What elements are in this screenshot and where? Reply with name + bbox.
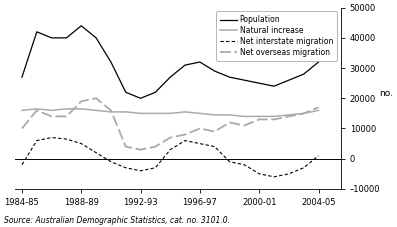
Net interstate migration (123, 166, 128, 169)
Net overseas migration (301, 112, 306, 115)
Population (242, 79, 247, 81)
Population (138, 97, 143, 100)
Net interstate migration (287, 173, 291, 175)
Population (64, 37, 69, 39)
Net overseas migration (227, 121, 232, 124)
Population (272, 85, 276, 88)
Natural increase (316, 109, 321, 112)
Net interstate migration (19, 163, 24, 166)
Net interstate migration (301, 166, 306, 169)
Population (183, 64, 187, 67)
Population (316, 61, 321, 63)
Natural increase (168, 112, 173, 115)
Population (79, 25, 84, 27)
Net interstate migration (94, 151, 98, 154)
Net overseas migration (79, 100, 84, 103)
Population (198, 61, 202, 63)
Text: Source: Australian Demographic Statistics, cat. no. 3101.0.: Source: Australian Demographic Statistic… (4, 216, 230, 225)
Population (19, 76, 24, 79)
Net interstate migration (198, 142, 202, 145)
Population (257, 82, 262, 84)
Natural increase (242, 115, 247, 118)
Net overseas migration (242, 124, 247, 127)
Population (108, 61, 113, 63)
Net overseas migration (198, 127, 202, 130)
Line: Net overseas migration: Net overseas migration (22, 98, 318, 150)
Net interstate migration (64, 138, 69, 141)
Line: Natural increase: Natural increase (22, 109, 318, 116)
Net interstate migration (153, 166, 158, 169)
Y-axis label: no.: no. (379, 89, 393, 98)
Population (301, 73, 306, 76)
Net overseas migration (168, 136, 173, 139)
Natural increase (19, 109, 24, 112)
Natural increase (79, 108, 84, 110)
Net interstate migration (108, 160, 113, 163)
Line: Population: Population (22, 26, 318, 98)
Net overseas migration (123, 145, 128, 148)
Net interstate migration (227, 160, 232, 163)
Legend: Population, Natural increase, Net interstate migration, Net overseas migration: Population, Natural increase, Net inters… (216, 12, 337, 61)
Net interstate migration (138, 169, 143, 172)
Natural increase (108, 111, 113, 113)
Net overseas migration (49, 115, 54, 118)
Natural increase (301, 112, 306, 115)
Natural increase (183, 111, 187, 113)
Natural increase (138, 112, 143, 115)
Net overseas migration (138, 148, 143, 151)
Population (168, 76, 173, 79)
Net interstate migration (316, 154, 321, 157)
Population (212, 70, 217, 72)
Natural increase (287, 114, 291, 116)
Net overseas migration (108, 109, 113, 112)
Population (94, 37, 98, 39)
Net overseas migration (64, 115, 69, 118)
Net overseas migration (183, 133, 187, 136)
Net interstate migration (49, 136, 54, 139)
Population (227, 76, 232, 79)
Natural increase (94, 109, 98, 112)
Natural increase (198, 112, 202, 115)
Natural increase (272, 115, 276, 118)
Population (287, 79, 291, 81)
Net overseas migration (316, 106, 321, 109)
Net interstate migration (242, 163, 247, 166)
Net overseas migration (35, 109, 39, 112)
Population (123, 91, 128, 94)
Net overseas migration (257, 118, 262, 121)
Net overseas migration (287, 115, 291, 118)
Natural increase (35, 108, 39, 110)
Population (49, 37, 54, 39)
Net interstate migration (79, 142, 84, 145)
Net overseas migration (153, 145, 158, 148)
Natural increase (227, 114, 232, 116)
Natural increase (257, 115, 262, 118)
Net interstate migration (183, 139, 187, 142)
Natural increase (49, 109, 54, 112)
Natural increase (64, 108, 69, 110)
Net overseas migration (94, 97, 98, 100)
Natural increase (212, 114, 217, 116)
Net interstate migration (257, 173, 262, 175)
Net interstate migration (168, 148, 173, 151)
Population (153, 91, 158, 94)
Net interstate migration (35, 139, 39, 142)
Natural increase (123, 111, 128, 113)
Natural increase (153, 112, 158, 115)
Net overseas migration (272, 118, 276, 121)
Net interstate migration (272, 175, 276, 178)
Net interstate migration (212, 145, 217, 148)
Population (35, 30, 39, 33)
Net overseas migration (212, 130, 217, 133)
Net overseas migration (19, 127, 24, 130)
Line: Net interstate migration: Net interstate migration (22, 138, 318, 177)
